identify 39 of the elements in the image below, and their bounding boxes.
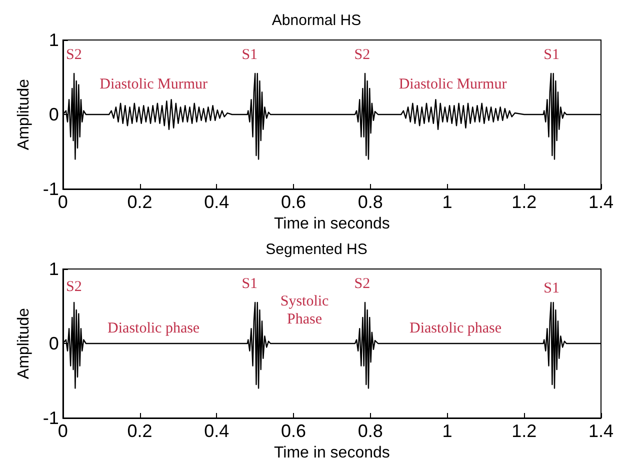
x-tick-label: 0.2 <box>127 421 152 441</box>
x-tick-label: 0.8 <box>358 421 383 441</box>
annotation: Diastolic phase <box>409 320 502 337</box>
y-tick-label: -1 <box>42 179 59 199</box>
y-tick-label: 0 <box>48 104 59 124</box>
chart-title: Segmented HS <box>266 241 368 258</box>
annotation: Diastolic Murmur <box>100 76 208 93</box>
annotation: S2 <box>354 276 370 292</box>
x-tick-label: 0.2 <box>127 192 152 212</box>
y-tick-label: 0 <box>48 334 59 354</box>
x-tick-label: 1.2 <box>512 421 537 441</box>
x-tick-label: 1 <box>442 192 452 212</box>
y-tick-label: -1 <box>42 408 59 428</box>
x-tick-label: 0.6 <box>281 421 306 441</box>
chart-title: Abnormal HS <box>272 12 362 29</box>
annotation: Diastolic phase <box>108 320 200 337</box>
x-tick-label: 0.4 <box>204 192 230 212</box>
x-tick-label: 0.8 <box>358 192 383 212</box>
x-tick-label: 1.4 <box>588 192 614 212</box>
annotation: S2 <box>66 278 82 295</box>
annotation: S1 <box>242 46 258 63</box>
annotation: S1 <box>544 280 560 296</box>
annotation: Systolic Phase <box>280 294 330 328</box>
annotation: S2 <box>66 46 82 63</box>
annotation: S1 <box>242 276 258 292</box>
x-tick-label: 0.6 <box>281 192 306 212</box>
x-tick-label: 0.4 <box>204 421 230 441</box>
x-axis-title: Time in seconds <box>274 444 390 462</box>
y-axis-title: Amplitude <box>16 308 32 380</box>
annotation: Diastolic Murmur <box>398 76 507 93</box>
y-axis-title: Amplitude <box>16 78 32 150</box>
y-tick-label: 1 <box>48 30 59 50</box>
x-tick-label: 1.4 <box>588 421 614 441</box>
x-tick-label: 1.2 <box>512 192 537 212</box>
annotation: S1 <box>544 46 560 63</box>
annotation: S2 <box>354 46 370 63</box>
y-tick-label: 1 <box>48 259 59 279</box>
x-axis-title: Time in seconds <box>274 215 390 232</box>
x-tick-label: 1 <box>442 421 452 441</box>
